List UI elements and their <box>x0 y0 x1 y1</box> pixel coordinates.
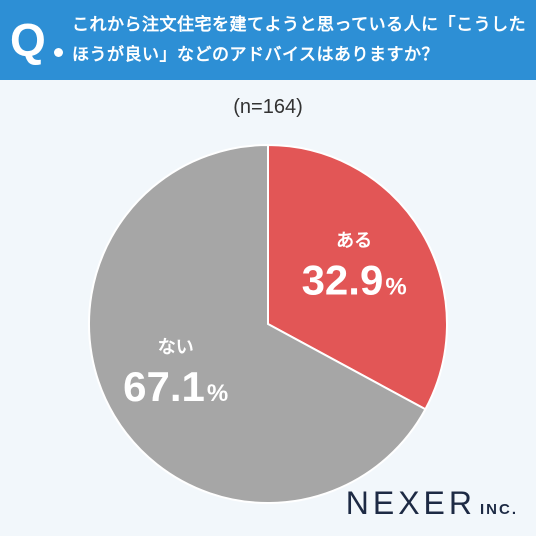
slice-category-label: ある <box>336 231 372 252</box>
slice-category-label: ない <box>158 337 194 358</box>
question-text: これから注文住宅を建てようと思っている人に「こうしたほうが良い」などのアドバイス… <box>72 15 527 65</box>
q-mark: Q <box>10 14 70 66</box>
sample-size-label: (n=164) <box>233 96 303 118</box>
pie-slice-aru <box>267 143 448 411</box>
q-dot <box>54 48 63 57</box>
brand-logo: NEXER INC. <box>346 485 518 522</box>
brand-name: NEXER <box>345 485 476 521</box>
question-banner: Q これから注文住宅を建てようと思っている人に「こうしたほうが良い」などのアドバ… <box>0 0 536 80</box>
pie-slice-nai <box>88 143 427 504</box>
brand-suffix: INC. <box>480 501 518 518</box>
slice-value-label: 67.1% <box>123 363 228 410</box>
q-letter: Q <box>10 14 46 66</box>
slice-value-label: 32.9% <box>302 257 407 304</box>
